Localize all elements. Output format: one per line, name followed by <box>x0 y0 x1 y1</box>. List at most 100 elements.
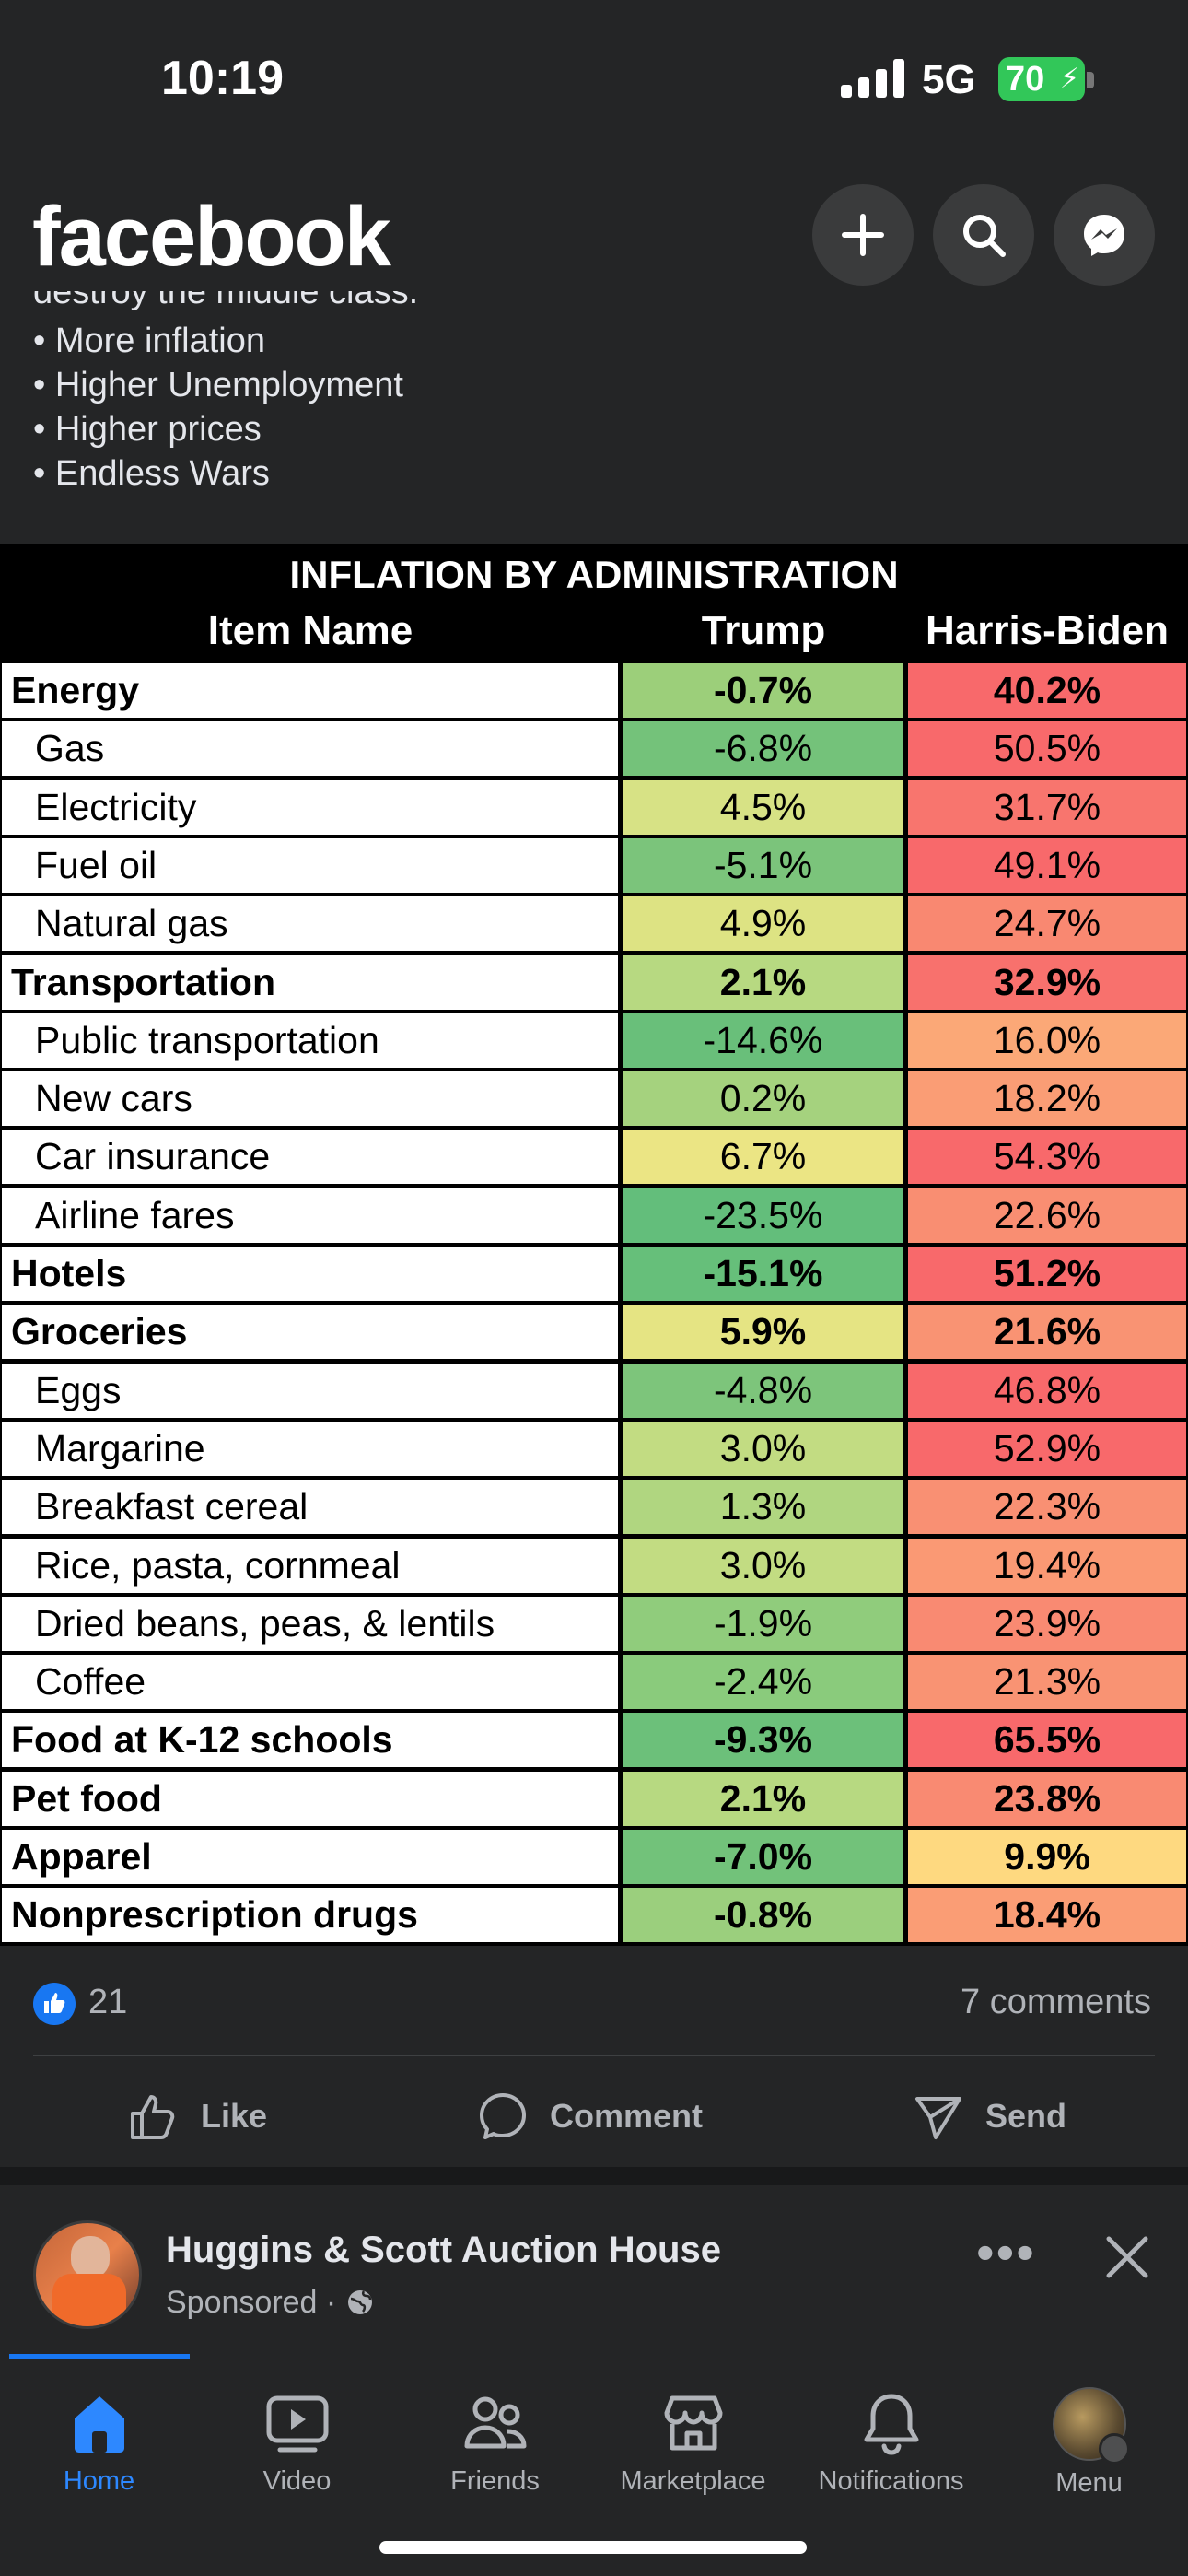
search-button[interactable] <box>933 184 1034 286</box>
battery-level: 70 <box>1006 60 1045 99</box>
tab-video[interactable]: Video <box>198 2387 396 2507</box>
close-icon[interactable] <box>1101 2231 1153 2283</box>
trump-value-cell: -6.8% <box>623 721 903 777</box>
table-row: Dried beans, peas, & lentils -1.9% 23.9% <box>2 1596 1186 1655</box>
post-footer: 21 7 comments Like Comment Send <box>0 1946 1188 2185</box>
table-row: Coffee -2.4% 21.3% <box>2 1655 1186 1713</box>
advertiser-avatar[interactable] <box>33 2220 142 2329</box>
column-header-trump: Trump <box>701 608 826 653</box>
harris-value-cell: 65.5% <box>908 1713 1186 1768</box>
like-button[interactable]: Like <box>127 2079 267 2153</box>
trump-value-cell: 0.2% <box>623 1071 903 1127</box>
bottom-tab-bar: Home Video Friends Marketplace Notificat… <box>0 2354 1188 2576</box>
harris-value-cell: 32.9% <box>908 954 1186 1010</box>
like-count[interactable]: 21 <box>88 1983 128 2021</box>
home-icon <box>74 2396 124 2453</box>
tab-label: Notifications <box>818 2466 964 2496</box>
signal-icon <box>841 59 905 98</box>
network-label: 5G <box>922 57 976 102</box>
harris-value-cell: 50.5% <box>908 721 1186 777</box>
messenger-button[interactable] <box>1054 184 1155 286</box>
tab-menu[interactable]: Menu <box>990 2387 1188 2507</box>
table-row: Rice, pasta, cornmeal 3.0% 19.4% <box>2 1538 1186 1597</box>
tab-label: Video <box>262 2466 332 2496</box>
trump-value-cell: 3.0% <box>623 1421 903 1476</box>
harris-value-cell: 23.9% <box>908 1596 1186 1651</box>
trump-value-cell: 4.9% <box>623 896 903 952</box>
status-time: 10:19 <box>161 52 284 105</box>
harris-value-cell: 49.1% <box>908 837 1186 893</box>
harris-value-cell: 16.0% <box>908 1013 1186 1068</box>
harris-value-cell: 40.2% <box>908 663 1186 718</box>
battery-cap <box>1087 72 1094 88</box>
tab-label: Marketplace <box>620 2466 766 2496</box>
item-name-cell: Fuel oil <box>2 837 618 893</box>
item-name-cell: Nonprescription drugs <box>2 1888 618 1943</box>
send-button[interactable]: Send <box>912 2079 1066 2153</box>
harris-value-cell: 18.4% <box>908 1888 1186 1943</box>
table-row: Margarine 3.0% 52.9% <box>2 1421 1186 1480</box>
item-name-cell: Gas <box>2 721 618 777</box>
messenger-icon <box>1084 215 1124 256</box>
tab-notifications[interactable]: Notifications <box>792 2387 990 2507</box>
item-name-cell: Natural gas <box>2 896 618 952</box>
table-row: Eggs -4.8% 46.8% <box>2 1363 1186 1422</box>
trump-value-cell: -7.0% <box>623 1830 903 1884</box>
item-name-cell: Breakfast cereal <box>2 1480 618 1535</box>
table-row: Public transportation -14.6% 16.0% <box>2 1013 1186 1071</box>
charging-bolt-icon: ⚡ <box>1059 64 1079 94</box>
trump-value-cell: -23.5% <box>623 1188 903 1243</box>
tab-marketplace[interactable]: Marketplace <box>594 2387 792 2507</box>
send-icon <box>915 2097 961 2139</box>
table-row: Breakfast cereal 1.3% 22.3% <box>2 1480 1186 1538</box>
table-row: Airline fares -23.5% 22.6% <box>2 1188 1186 1247</box>
trump-value-cell: -5.1% <box>623 837 903 893</box>
comments-count[interactable]: 7 comments <box>961 1983 1151 2021</box>
trump-value-cell: -2.4% <box>623 1655 903 1710</box>
trump-value-cell: 3.0% <box>623 1538 903 1593</box>
thumbs-up-icon <box>131 2095 175 2139</box>
profile-avatar <box>1052 2387 1130 2465</box>
trump-value-cell: -0.8% <box>623 1888 903 1943</box>
more-options-icon[interactable]: ••• <box>976 2223 1036 2281</box>
table-row: Pet food 2.1% 23.8% <box>2 1771 1186 1830</box>
trump-value-cell: -14.6% <box>623 1013 903 1068</box>
tab-label: Friends <box>450 2466 540 2496</box>
table-row: Transportation 2.1% 32.9% <box>2 954 1186 1013</box>
post-bullet: • Higher Unemployment <box>33 366 403 404</box>
marketplace-icon <box>664 2395 722 2451</box>
harris-value-cell: 24.7% <box>908 896 1186 952</box>
battery-icon: 70 ⚡ <box>998 57 1085 101</box>
comment-icon <box>480 2093 526 2139</box>
facebook-logo[interactable]: facebook <box>32 190 391 284</box>
item-name-cell: Coffee <box>2 1655 618 1710</box>
sponsored-post: Huggins & Scott Auction House Sponsored … <box>0 2185 1188 2370</box>
table-row: Fuel oil -5.1% 49.1% <box>2 837 1186 896</box>
status-bar: 10:19 5G 70 ⚡ <box>0 0 1188 161</box>
harris-value-cell: 22.3% <box>908 1480 1186 1535</box>
like-label: Like <box>201 2097 268 2135</box>
item-name-cell: Food at K-12 schools <box>2 1713 618 1768</box>
bell-icon <box>864 2394 918 2455</box>
post-image-table[interactable]: INFLATION BY ADMINISTRATION Item Name Tr… <box>0 544 1188 1946</box>
trump-value-cell: -9.3% <box>623 1713 903 1768</box>
table-row: Groceries 5.9% 21.6% <box>2 1305 1186 1363</box>
harris-value-cell: 19.4% <box>908 1538 1186 1593</box>
advertiser-name[interactable]: Huggins & Scott Auction House <box>166 2230 721 2270</box>
table-row: Natural gas 4.9% 24.7% <box>2 896 1186 954</box>
table-row: Apparel -7.0% 9.9% <box>2 1830 1186 1888</box>
item-name-cell: Pet food <box>2 1771 618 1826</box>
table-row: Nonprescription drugs -0.8% 18.4% <box>2 1888 1186 1946</box>
tab-home[interactable]: Home <box>0 2387 198 2507</box>
item-name-cell: Airline fares <box>2 1188 618 1243</box>
create-button[interactable] <box>812 184 914 286</box>
tab-friends[interactable]: Friends <box>396 2387 594 2507</box>
harris-value-cell: 46.8% <box>908 1363 1186 1418</box>
table-row: Hotels -15.1% 51.2% <box>2 1247 1186 1305</box>
home-indicator <box>379 2541 807 2554</box>
comment-button[interactable]: Comment <box>476 2079 703 2153</box>
harris-value-cell: 51.2% <box>908 1247 1186 1301</box>
harris-value-cell: 9.9% <box>908 1830 1186 1884</box>
harris-value-cell: 21.6% <box>908 1305 1186 1360</box>
item-name-cell: Eggs <box>2 1363 618 1418</box>
